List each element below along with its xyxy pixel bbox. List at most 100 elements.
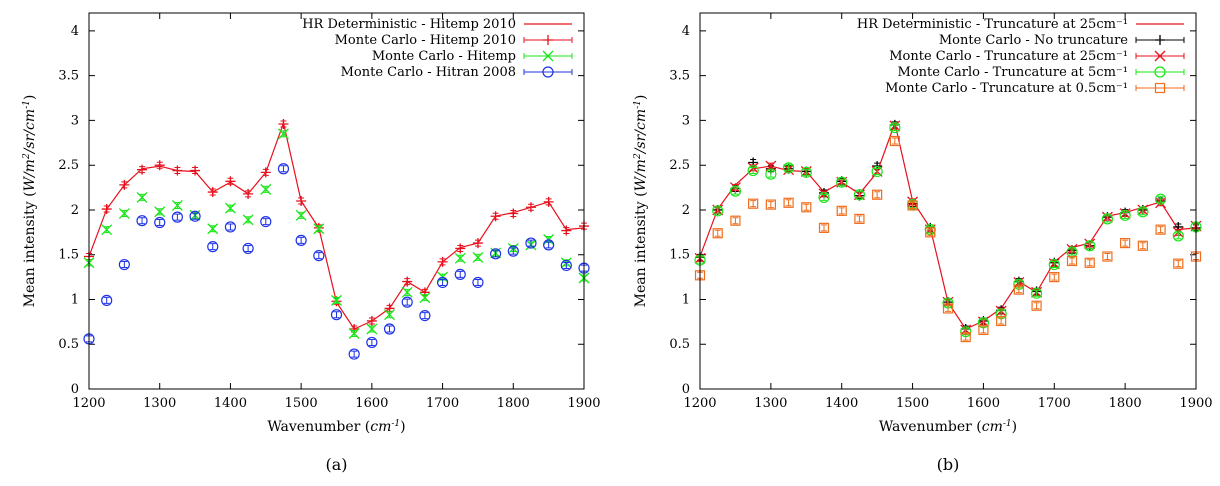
error-bar (891, 124, 898, 132)
error-bar (821, 193, 827, 201)
legend-label: Monte Carlo - Truncature at 0.5cm⁻¹ (885, 81, 1128, 96)
panel-caption: (b) (937, 455, 960, 474)
error-bar (803, 168, 810, 176)
data-point (730, 215, 741, 226)
error-bar (874, 191, 881, 199)
error-bar (439, 278, 446, 286)
error-bar (732, 217, 739, 225)
x-tick-label: 1600 (967, 396, 1000, 411)
y-tick-label: 3.5 (58, 69, 79, 84)
data-point (1120, 237, 1131, 249)
error-bar (1175, 260, 1182, 268)
legend-label: Monte Carlo - Hitemp 2010 (335, 33, 516, 48)
data-point (402, 276, 413, 287)
x-tick-label: 1500 (896, 396, 929, 411)
data-point (729, 182, 741, 194)
data-point (1172, 226, 1184, 238)
data-point (1084, 240, 1096, 252)
legend-sample (1135, 69, 1185, 75)
error-bar (714, 207, 721, 215)
data-point (525, 202, 536, 213)
y-axis-label: Mean intensity (W/m2/sr/cm-1) (22, 95, 38, 308)
panel-caption: (a) (325, 455, 347, 474)
error-bar (545, 241, 552, 249)
error-bar (121, 261, 128, 269)
error-bar (1157, 195, 1164, 203)
data-point (818, 191, 830, 204)
x-tick-label: 1900 (1179, 396, 1212, 411)
error-bar (474, 278, 481, 286)
error-bar (980, 326, 987, 334)
data-point (455, 243, 466, 254)
error-bar (404, 298, 411, 306)
data-point (454, 268, 466, 281)
data-point (942, 303, 954, 314)
data-point (313, 223, 325, 235)
data-point (783, 197, 794, 208)
error-bar (1033, 289, 1040, 297)
x-tick-label: 1400 (825, 396, 858, 411)
x-tick-label: 1900 (567, 396, 600, 411)
legend-sample (523, 69, 573, 75)
data-point (1013, 284, 1024, 295)
legend-marker (1154, 66, 1166, 78)
error-bar (245, 244, 252, 252)
data-point (118, 208, 130, 219)
error-bar (1139, 208, 1146, 216)
error-bar (750, 200, 757, 208)
data-point (260, 215, 272, 228)
data-point (907, 200, 918, 211)
data-point (454, 252, 466, 264)
x-tick-label: 1700 (426, 396, 459, 411)
y-tick-label: 1 (71, 292, 79, 307)
x-tick-label: 1300 (754, 396, 787, 411)
data-point (1137, 240, 1148, 251)
error-bar (1051, 261, 1058, 269)
data-point (224, 202, 236, 214)
data-point (490, 211, 501, 222)
error-bar (714, 229, 721, 237)
data-point (295, 209, 307, 221)
x-tick-label: 1500 (285, 396, 318, 411)
y-tick-label: 1.5 (58, 248, 79, 263)
legend: HR Deterministic - Truncature at 25cm⁻¹ M… (857, 17, 1185, 96)
error-bar (767, 170, 774, 178)
data-point (472, 238, 483, 249)
error-bar (298, 236, 305, 244)
data-point (800, 166, 812, 178)
data-point (383, 323, 396, 335)
y-tick-label: 0.5 (58, 337, 79, 352)
data-point (437, 256, 448, 267)
error-bar (1122, 239, 1129, 247)
data-point (171, 200, 183, 211)
error-bar (280, 165, 287, 173)
legend-marker (1155, 35, 1165, 45)
data-point (136, 191, 148, 203)
data-point (190, 165, 201, 176)
x-tick-label: 1800 (1109, 396, 1142, 411)
data-point (889, 135, 900, 147)
error-bar (563, 261, 570, 269)
error-bar (192, 212, 199, 220)
error-bar (421, 312, 428, 320)
data-point (401, 296, 413, 308)
error-bar (998, 317, 1005, 325)
data-point (313, 250, 325, 262)
data-point (1154, 193, 1167, 205)
data-point (1137, 206, 1149, 218)
y-tick-label: 3 (71, 113, 79, 128)
data-point (1102, 251, 1113, 262)
data-point (401, 286, 413, 298)
data-point (818, 222, 830, 233)
data-point (1172, 230, 1184, 242)
data-point (560, 259, 572, 272)
legend-marker (1154, 82, 1166, 94)
legend-label: HR Deterministic - Truncature at 25cm⁻¹ (857, 17, 1128, 32)
y-tick-label: 0 (682, 382, 690, 397)
data-point (172, 165, 183, 176)
y-tick-label: 1.5 (669, 248, 690, 263)
data-point (436, 276, 449, 289)
data-point (366, 323, 378, 335)
error-bar (927, 228, 934, 236)
